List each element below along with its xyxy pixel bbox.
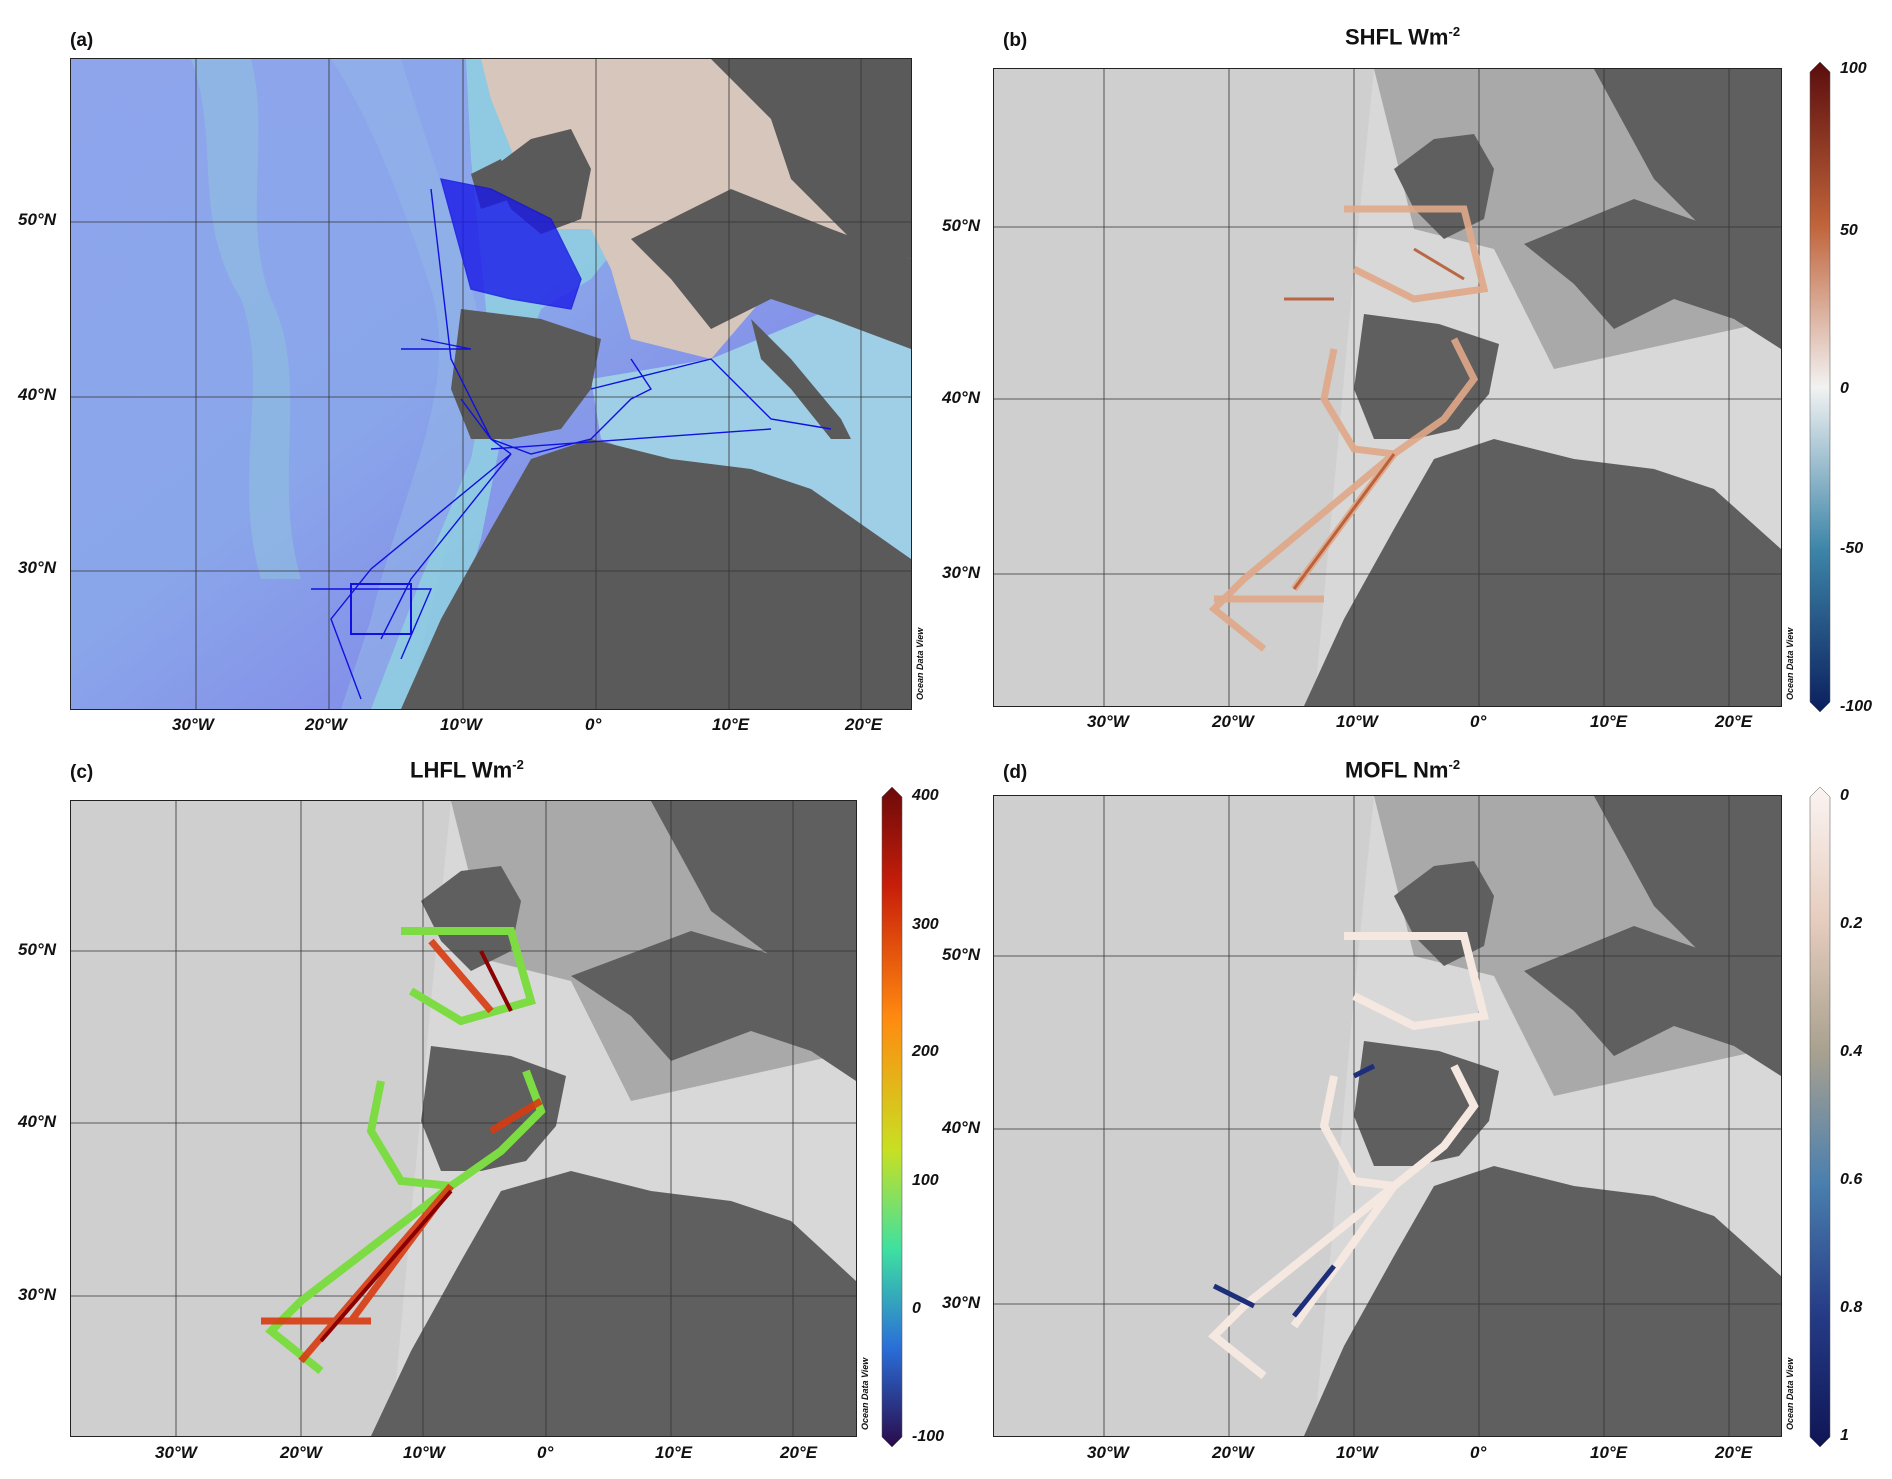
lat-tick: 50°N [942,216,980,235]
colorbar-tick: 200 [912,1043,939,1060]
colorbar-tick: 0.8 [1840,1299,1863,1316]
panel-label: (c) [70,762,94,783]
lat-tick: 50°N [942,945,980,964]
lon-tick: 10°E [1590,712,1628,731]
lon-tick: 20°E [1715,1443,1753,1462]
lon-tick: 10°E [655,1443,693,1462]
lat-tick: 40°N [18,1112,56,1131]
panel-label: (d) [1003,762,1028,783]
map-svg [71,59,911,709]
lon-tick: 10°W [440,715,482,734]
colorbar-tick: 0.2 [1840,915,1863,932]
lon-tick: 0° [1470,1443,1487,1462]
colorbar-tick: 100 [912,1172,939,1189]
map-frame [70,800,857,1437]
lat-tick: 40°N [942,388,980,407]
lon-tick: 0° [585,715,602,734]
lon-tick: 30°W [172,715,214,734]
watermark: Ocean Data View [915,627,925,700]
lon-tick: 20°W [305,715,347,734]
colorbar-tick: 1 [1840,1427,1849,1444]
colorbar-tick: 300 [912,916,939,933]
panel-title: MOFL Nm-2 [1345,757,1461,783]
colorbar-tick: 50 [1840,222,1858,239]
lat-tick: 50°N [18,210,56,229]
colorbar [880,786,904,1448]
lon-tick: 20°W [280,1443,322,1462]
lat-tick: 30°N [18,1285,56,1304]
lon-tick: 10°W [403,1443,445,1462]
lon-tick: 30°W [1087,712,1129,731]
lat-tick: 30°N [942,563,980,582]
colorbar [1808,786,1832,1448]
map-frame [993,795,1782,1437]
lon-tick: 30°W [1087,1443,1129,1462]
colorbar-tick: 0 [912,1300,921,1317]
map-frame [70,58,912,710]
lat-tick: 50°N [18,940,56,959]
lon-tick: 30°W [155,1443,197,1462]
colorbar-tick: 0 [1840,787,1849,804]
watermark: Ocean Data View [860,1357,870,1430]
lon-tick: 20°W [1212,1443,1254,1462]
watermark: Ocean Data View [1785,1357,1795,1430]
colorbar-tick: 0.4 [1840,1043,1863,1060]
lon-tick: 20°W [1212,712,1254,731]
panel-title: LHFL Wm-2 [410,757,524,783]
lon-tick: 10°E [712,715,750,734]
colorbar-tick: 400 [912,787,939,804]
lon-tick: 0° [1470,712,1487,731]
flux-tracks [1208,932,1489,1380]
colorbar-tick: -100 [1840,698,1873,715]
lat-tick: 40°N [18,385,56,404]
colorbar-tick: -100 [912,1428,945,1445]
watermark: Ocean Data View [1785,627,1795,700]
colorbar-tick: 0 [1840,380,1849,397]
lat-tick: 40°N [942,1118,980,1137]
lon-tick: 10°W [1336,712,1378,731]
lon-tick: 20°E [780,1443,818,1462]
lon-tick: 20°E [845,715,883,734]
panel-label: (b) [1003,30,1028,51]
lat-tick: 30°N [942,1293,980,1312]
map-svg [994,69,1781,706]
lon-tick: 0° [537,1443,554,1462]
map-svg [994,796,1781,1436]
lon-tick: 20°E [1715,712,1753,731]
panel-title: SHFL Wm-2 [1345,24,1461,50]
map-svg [71,801,856,1436]
panel-label: (a) [70,30,94,51]
colorbar-tick: 0.6 [1840,1171,1863,1188]
colorbar-tick: -50 [1840,540,1864,557]
colorbar [1808,61,1832,713]
lon-tick: 10°E [1590,1443,1628,1462]
map-frame [993,68,1782,707]
colorbar-tick: 100 [1840,60,1867,77]
lat-tick: 30°N [18,558,56,577]
lon-tick: 10°W [1336,1443,1378,1462]
